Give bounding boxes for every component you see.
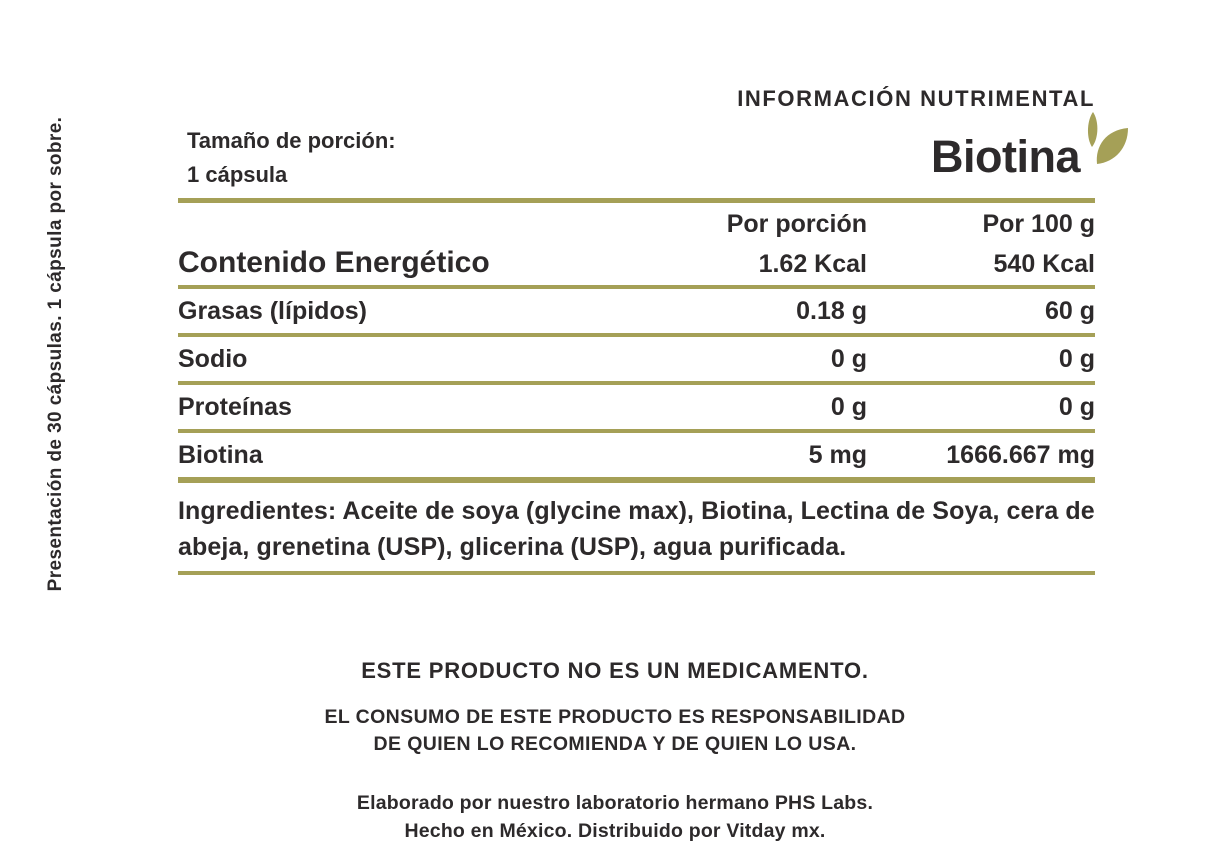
table-row: Grasas (lípidos) 0.18 g 60 g	[178, 289, 1095, 333]
serving-size-value: 1 cápsula	[187, 162, 288, 187]
side-note: Presentación de 30 cápsulas. 1 cápsula p…	[45, 116, 66, 592]
nutrition-table: Por porción Por 100 g Contenido Energéti…	[178, 198, 1095, 575]
col-header-per-serving: Por porción	[726, 210, 867, 238]
row-value-per-serving: 1.62 Kcal	[758, 250, 867, 278]
table-row: Contenido Energético 1.62 Kcal 540 Kcal	[178, 237, 1095, 285]
distributor-line: Hecho en México. Distribuido por Vitday …	[404, 819, 826, 842]
disclaimer-line: DE QUIEN LO RECOMIENDA Y DE QUIEN LO USA…	[373, 733, 857, 755]
leaf-icon	[1087, 112, 1128, 164]
row-label: Sodio	[178, 345, 248, 373]
table-row: Proteínas 0 g 0 g	[178, 385, 1095, 429]
divider	[178, 285, 1095, 289]
serving-size: Tamaño de porción: 1 cápsula	[187, 124, 396, 192]
row-value-per-serving: 0 g	[830, 393, 867, 421]
row-label: Proteínas	[178, 393, 292, 421]
manufacturer-line: Elaborado por nuestro laboratorio herman…	[356, 792, 874, 814]
divider	[178, 333, 1095, 337]
ingredients-label: Ingredientes:	[178, 497, 337, 525]
disclaimer-line: ESTE PRODUCTO NO ES UN MEDICAMENTO.	[361, 658, 869, 683]
row-value-per-serving: 0.18 g	[796, 297, 867, 325]
row-label: Biotina	[178, 441, 263, 469]
row-value-per-serving: 5 mg	[808, 441, 867, 469]
row-value-per-100g: 60 g	[1044, 297, 1095, 325]
ingredients: Ingredientes: Aceite de soya (glycine ma…	[178, 493, 1095, 565]
disclaimer-line: EL CONSUMO DE ESTE PRODUCTO ES RESPONSAB…	[324, 706, 906, 728]
legal-block: ESTE PRODUCTO NO ES UN MEDICAMENTO. EL C…	[140, 658, 1090, 845]
table-row: Sodio 0 g 0 g	[178, 337, 1095, 381]
row-value-per-100g: 0 g	[1058, 345, 1095, 373]
divider	[178, 198, 1095, 203]
table-row: Biotina 5 mg 1666.667 mg	[178, 433, 1095, 477]
row-value-per-100g: 540 Kcal	[993, 250, 1095, 278]
row-value-per-100g: 0 g	[1058, 393, 1095, 421]
row-value-per-serving: 0 g	[830, 345, 867, 373]
table-header-row: Por porción Por 100 g	[178, 203, 1095, 237]
row-value-per-100g: 1666.667 mg	[946, 441, 1095, 469]
divider	[178, 381, 1095, 385]
col-header-per-100g: Por 100 g	[982, 210, 1095, 238]
divider	[178, 477, 1095, 483]
page-title: INFORMACIÓN NUTRIMENTAL	[737, 86, 1095, 111]
row-label: Grasas (lípidos)	[178, 297, 367, 325]
brand-wordmark: Biotina	[931, 131, 1081, 182]
serving-size-label: Tamaño de porción:	[187, 128, 396, 153]
divider	[178, 571, 1095, 575]
divider	[178, 429, 1095, 433]
ingredients-text: Aceite de soya (glycine max), Biotina, L…	[178, 497, 1095, 561]
row-label: Contenido Energético	[178, 246, 490, 279]
